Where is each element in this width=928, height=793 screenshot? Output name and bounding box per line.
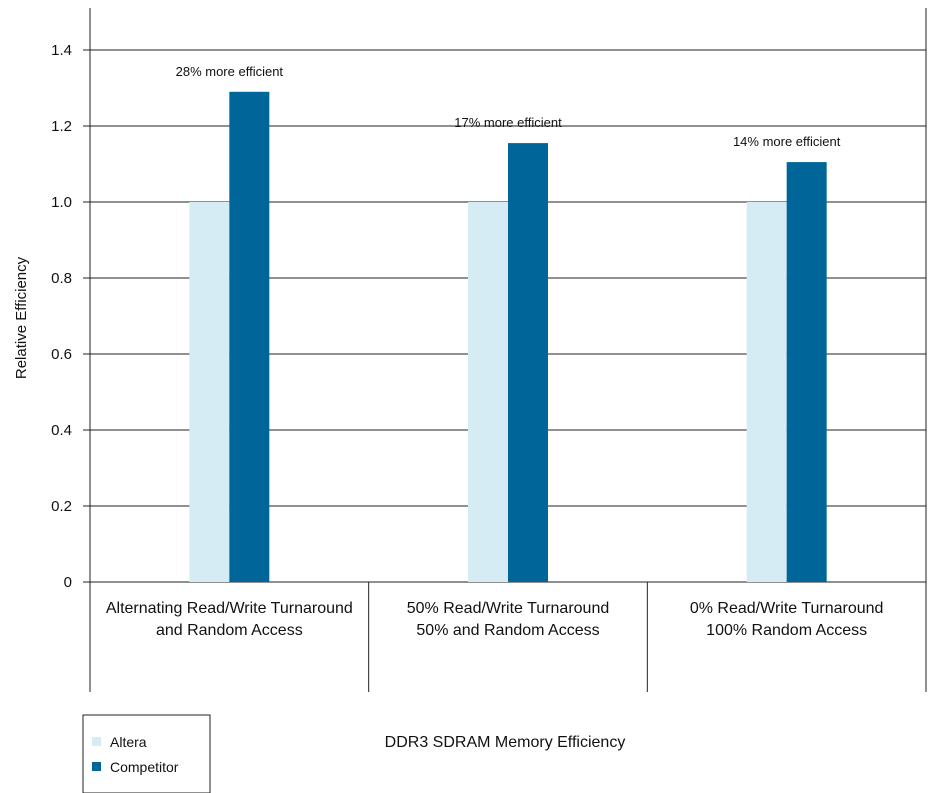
legend-label-competitor: Competitor [110, 759, 179, 775]
legend-box [82, 714, 211, 793]
category-label-3: 100% Random Access [706, 622, 867, 639]
bar-altera-1 [189, 202, 230, 582]
category-label-1: Alternating Read/Write Turnaround [106, 600, 353, 617]
y-tick-label: 0.8 [51, 270, 72, 287]
annotations: 28% more efficient 17% more efficient 14% … [176, 64, 841, 149]
annotation-2: 17% more efficient [454, 115, 562, 130]
legend: Altera Competitor [82, 714, 211, 793]
y-tick-label: 0.4 [51, 422, 72, 439]
y-tick-label: 1.2 [51, 118, 72, 135]
chart-title: DDR3 SDRAM Memory Efficiency [385, 734, 626, 751]
annotation-1: 28% more efficient [176, 64, 284, 79]
bar-altera-3 [746, 202, 787, 582]
chart-frame [89, 8, 927, 692]
bar-altera-2 [468, 202, 508, 582]
legend-label-altera: Altera [110, 734, 147, 750]
bars [189, 91, 827, 583]
y-tick-label: 0.6 [51, 346, 72, 363]
y-axis-title: Relative Efficiency [13, 256, 30, 379]
bar-competitor-2 [508, 143, 548, 582]
annotation-3: 14% more efficient [733, 134, 841, 149]
category-label-3: 0% Read/Write Turnaround [690, 600, 884, 617]
legend-swatch-competitor [92, 762, 101, 771]
category-labels: Alternating Read/Write Turnaround and Ran… [106, 600, 884, 639]
y-tick-label: 0 [64, 574, 72, 591]
y-tick-label: 1.4 [51, 42, 72, 59]
bar-competitor-3 [786, 162, 827, 582]
y-tick-label: 1.0 [51, 194, 72, 211]
bar-competitor-1 [229, 91, 270, 583]
category-label-1: and Random Access [156, 622, 303, 639]
category-label-2: 50% and Random Access [416, 622, 599, 639]
legend-swatch-altera [92, 737, 101, 746]
category-label-2: 50% Read/Write Turnaround [407, 600, 609, 617]
y-tick-label: 0.2 [51, 498, 72, 515]
y-axis-ticks: 0 0.2 0.4 0.6 0.8 1.0 1.2 1.4 [51, 42, 72, 591]
